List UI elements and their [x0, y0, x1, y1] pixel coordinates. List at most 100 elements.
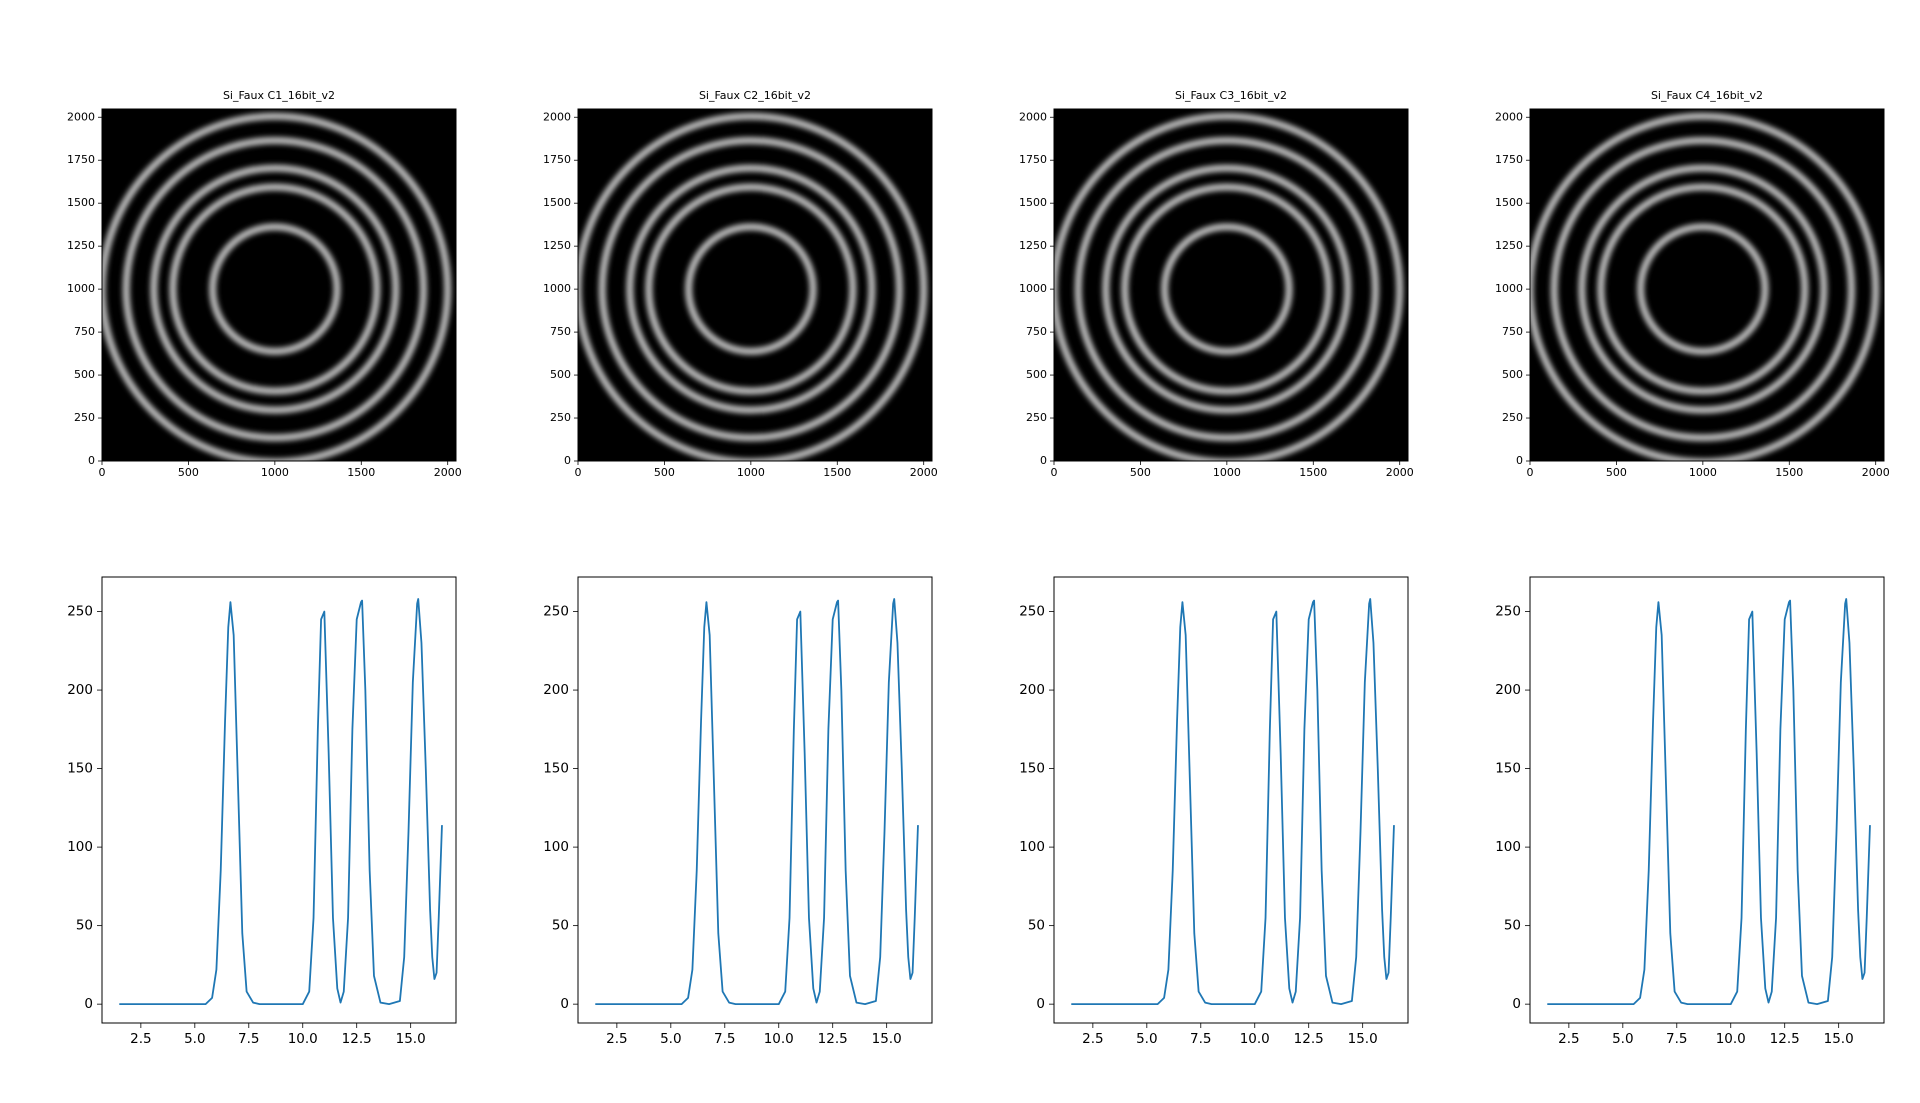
ring-image-panel: 0 500 1000 1500 2000 0 250 500 750 1000 1250 1500 17… — [1019, 89, 1414, 479]
diffraction-ring — [1074, 136, 1380, 442]
x-tick-label: 0 — [99, 466, 106, 479]
x-tick-label: 7.5 — [714, 1031, 735, 1047]
panel-title: Si_Faux C4_16bit_v2 — [1651, 89, 1763, 102]
y-tick-label: 50 — [1504, 918, 1521, 934]
diffraction-ring — [578, 112, 928, 461]
y-tick-label: 50 — [1028, 918, 1045, 934]
y-tick-label: 0 — [564, 454, 571, 467]
x-tick-label: 2.5 — [130, 1031, 151, 1047]
y-tick-label: 250 — [67, 604, 93, 620]
y-tick-label: 1250 — [1019, 239, 1047, 252]
diffraction-ring — [1550, 136, 1856, 442]
x-tick-label: 2000 — [1386, 466, 1414, 479]
y-tick-label: 1500 — [1019, 196, 1047, 209]
y-tick-label: 200 — [67, 682, 93, 698]
y-tick-label: 1000 — [67, 282, 95, 295]
y-tick-label: 0 — [1512, 996, 1521, 1012]
y-tick-label: 0 — [1516, 454, 1523, 467]
y-tick-label: 1250 — [543, 239, 571, 252]
plot-frame — [577, 576, 933, 1024]
diffraction-ring — [169, 183, 381, 395]
x-tick-label: 2000 — [910, 466, 938, 479]
rings — [1530, 112, 1880, 461]
y-tick-label: 1500 — [67, 196, 95, 209]
y-tick-label: 150 — [67, 761, 93, 777]
y-tick-label: 250 — [1019, 604, 1045, 620]
diffraction-ring — [1637, 223, 1769, 355]
diffraction-ring — [598, 136, 904, 442]
x-tick-label: 7.5 — [238, 1031, 259, 1047]
y-tick-label: 100 — [1495, 839, 1521, 855]
y-tick-label: 500 — [74, 368, 95, 381]
y-tick-label: 750 — [1026, 325, 1047, 338]
x-tick-label: 500 — [178, 466, 199, 479]
x-tick-label: 500 — [1606, 466, 1627, 479]
y-tick-label: 1750 — [67, 153, 95, 166]
y-tick-label: 1750 — [1495, 153, 1523, 166]
x-tick-label: 0 — [575, 466, 582, 479]
diffraction-ring — [1102, 164, 1352, 414]
x-tick-label: 500 — [654, 466, 675, 479]
y-tick-label: 200 — [543, 682, 569, 698]
panel-title: Si_Faux C2_16bit_v2 — [699, 89, 811, 102]
x-tick-label: 2.5 — [1558, 1031, 1579, 1047]
x-tick-label: 10.0 — [1240, 1031, 1270, 1047]
x-tick-label: 1000 — [737, 466, 765, 479]
profile-line-panel: 2.5 5.0 7.5 10.0 12.5 15.0 0 50 100 150 200 250 — [1019, 576, 1409, 1047]
panel-title: Si_Faux C1_16bit_v2 — [223, 89, 335, 102]
x-tick-label: 1500 — [823, 466, 851, 479]
x-tick-label: 12.5 — [1294, 1031, 1324, 1047]
x-tick-label: 15.0 — [396, 1031, 426, 1047]
y-tick-label: 250 — [550, 411, 571, 424]
y-tick-label: 1500 — [543, 196, 571, 209]
y-tick-label: 500 — [1502, 368, 1523, 381]
y-tick-label: 750 — [74, 325, 95, 338]
ring-image-panel: 0 500 1000 1500 2000 0 250 500 750 1000 1250 1500 17… — [1495, 89, 1890, 479]
y-tick-label: 250 — [1495, 604, 1521, 620]
rings — [102, 112, 452, 461]
diffraction-ring — [1597, 183, 1809, 395]
x-tick-label: 500 — [1130, 466, 1151, 479]
rings — [578, 112, 928, 461]
y-tick-label: 100 — [1019, 839, 1045, 855]
y-tick-label: 0 — [560, 996, 569, 1012]
y-tick-label: 2000 — [543, 110, 571, 123]
x-tick-label: 5.0 — [1136, 1031, 1157, 1047]
x-tick-label: 2.5 — [606, 1031, 627, 1047]
y-tick-label: 100 — [543, 839, 569, 855]
x-tick-label: 12.5 — [1770, 1031, 1800, 1047]
diffraction-ring — [122, 136, 428, 442]
y-tick-label: 200 — [1019, 682, 1045, 698]
x-tick-label: 1000 — [1213, 466, 1241, 479]
profile-series-line — [119, 598, 443, 1006]
y-tick-label: 2000 — [1495, 110, 1523, 123]
x-tick-label: 1000 — [261, 466, 289, 479]
ring-image-panel: 0 500 1000 1500 2000 0 250 500 750 1000 1250 1500 17… — [543, 89, 938, 479]
plot-frame — [1053, 576, 1409, 1024]
image-frame — [101, 108, 457, 462]
y-tick-label: 250 — [1026, 411, 1047, 424]
y-tick-label: 1500 — [1495, 196, 1523, 209]
profile-series-line — [1547, 598, 1871, 1006]
diffraction-ring — [1161, 223, 1293, 355]
diffraction-ring — [685, 223, 817, 355]
y-tick-label: 0 — [1036, 996, 1045, 1012]
x-tick-label: 0 — [1527, 466, 1534, 479]
profile-line-panel: 2.5 5.0 7.5 10.0 12.5 15.0 0 50 100 150 200 250 — [1495, 576, 1885, 1047]
x-tick-label: 1500 — [1299, 466, 1327, 479]
y-tick-label: 1250 — [67, 239, 95, 252]
diffraction-ring — [209, 223, 341, 355]
x-tick-label: 5.0 — [660, 1031, 681, 1047]
y-tick-label: 2000 — [1019, 110, 1047, 123]
x-tick-label: 10.0 — [288, 1031, 318, 1047]
y-tick-label: 1250 — [1495, 239, 1523, 252]
y-tick-label: 50 — [76, 918, 93, 934]
y-tick-label: 500 — [550, 368, 571, 381]
x-tick-label: 5.0 — [1612, 1031, 1633, 1047]
image-frame — [577, 108, 933, 462]
y-tick-label: 1000 — [1019, 282, 1047, 295]
x-tick-label: 1500 — [1775, 466, 1803, 479]
y-tick-label: 2000 — [67, 110, 95, 123]
y-tick-label: 0 — [88, 454, 95, 467]
